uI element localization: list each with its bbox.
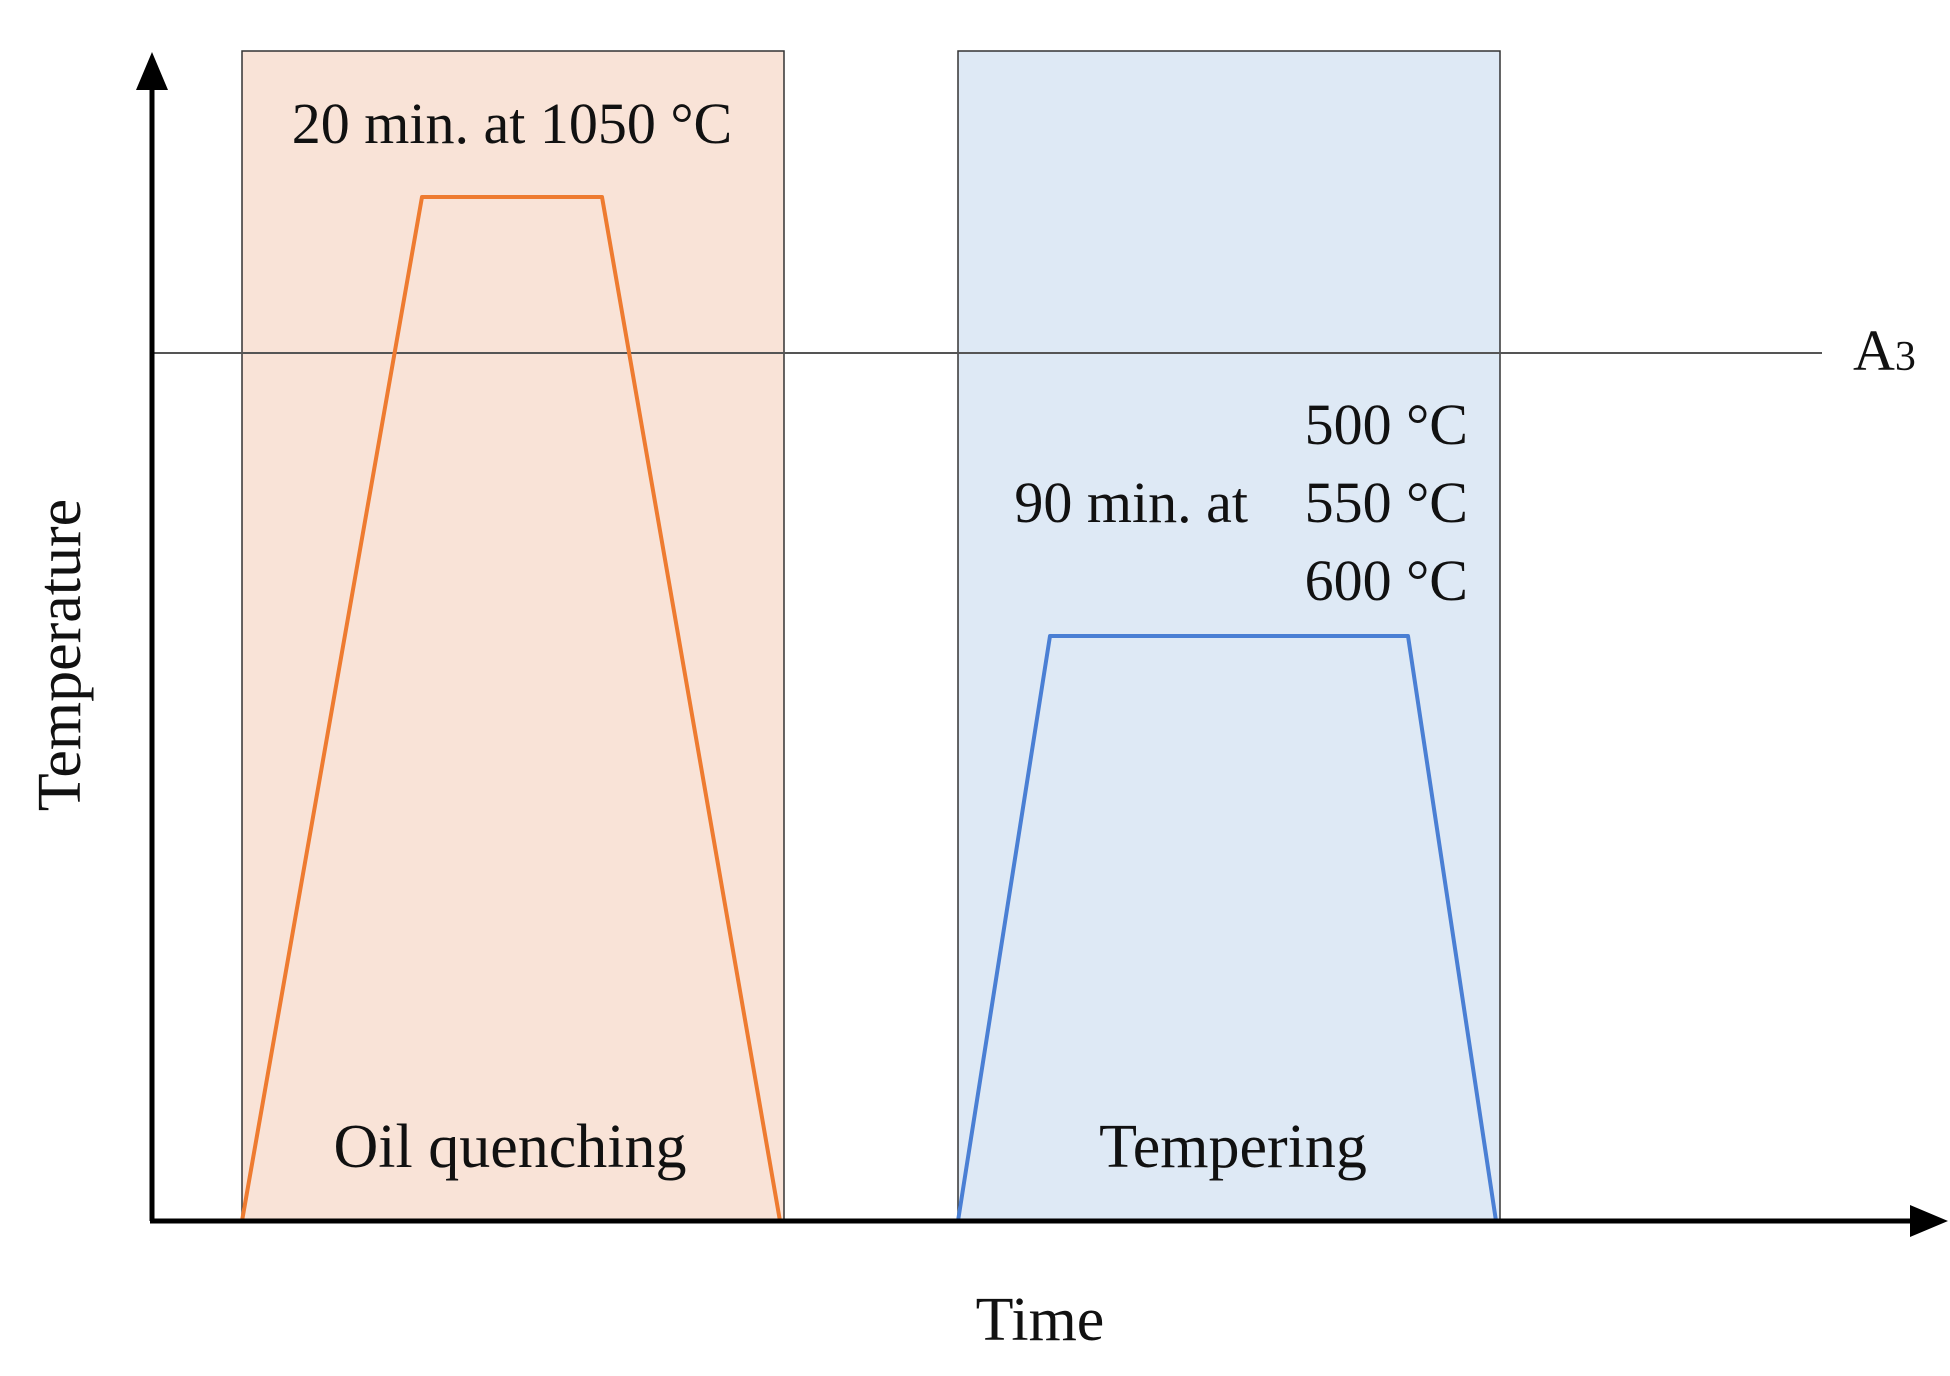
a3-label: A3 <box>1853 318 1916 383</box>
temper-temp-600: 600 °C <box>1305 548 1468 613</box>
tempering-profile-line <box>956 634 1498 1222</box>
tempering-label: Tempering <box>1099 1113 1367 1181</box>
quench-hold-label: 20 min. at 1050 °C <box>292 91 732 156</box>
temper-temp-500: 500 °C <box>1305 392 1468 457</box>
x-axis-arrow <box>1910 1205 1948 1237</box>
oil-quenching-label: Oil quenching <box>334 1113 687 1181</box>
x-axis-label: Time <box>976 1286 1105 1354</box>
oil-quenching-region <box>241 50 785 1222</box>
y-axis-label: Temperature <box>26 499 94 811</box>
quenching-profile-line <box>240 195 782 1222</box>
y-axis-arrow <box>136 52 168 90</box>
temper-temp-550: 550 °C <box>1305 470 1468 535</box>
temper-hold-prefix: 90 min. at <box>1014 470 1248 535</box>
